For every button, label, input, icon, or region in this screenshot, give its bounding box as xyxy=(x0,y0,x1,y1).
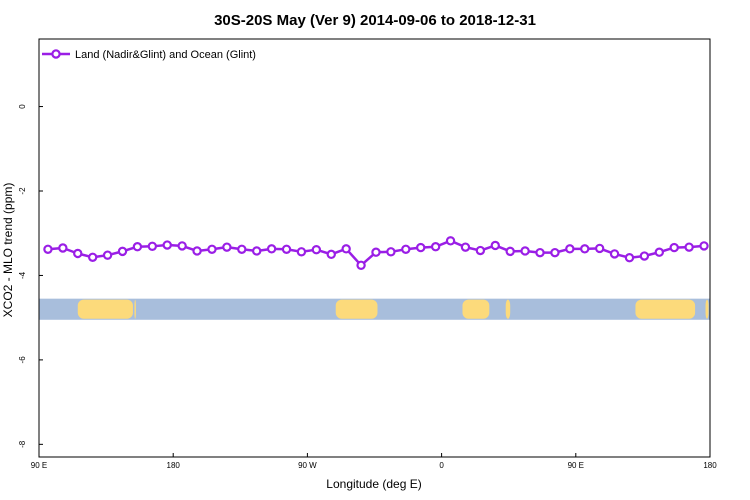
data-point xyxy=(609,249,620,259)
x-tick-label: 90 E xyxy=(31,461,47,470)
data-point xyxy=(266,244,277,254)
series-layer xyxy=(43,236,709,271)
data-point xyxy=(207,244,217,254)
data-point xyxy=(147,241,158,252)
y-tick-label: -6 xyxy=(18,356,27,364)
data-point xyxy=(669,242,679,253)
data-point xyxy=(252,246,262,256)
data-point xyxy=(580,244,590,254)
land-patch xyxy=(462,299,490,319)
data-point xyxy=(296,247,307,257)
data-point xyxy=(73,248,83,259)
land-patch xyxy=(134,299,136,319)
x-tick-label: 90 W xyxy=(298,461,317,470)
data-point xyxy=(326,249,336,260)
axis-ticks: 90 E 180 90 W 0 90 E 180 0 -2 -4 -6 -8 xyxy=(18,104,717,470)
data-point xyxy=(535,247,545,258)
data-point xyxy=(594,243,605,254)
data-point xyxy=(684,242,694,252)
data-point xyxy=(520,246,530,256)
data-point xyxy=(177,241,187,251)
data-point xyxy=(162,240,172,250)
data-point xyxy=(430,242,441,252)
data-point xyxy=(654,247,665,257)
x-tick-label: 90 E xyxy=(568,461,584,470)
plot-frame xyxy=(38,38,711,458)
data-point xyxy=(565,244,575,254)
legend-marker xyxy=(51,49,61,59)
legend: Land (Nadir&Glint) and Ocean (Glint) xyxy=(42,49,256,61)
data-point xyxy=(192,246,202,256)
data-point xyxy=(237,244,247,254)
data-point xyxy=(550,247,560,258)
y-axis-label: XCO2 - MLO trend (ppm) xyxy=(1,183,15,318)
data-point xyxy=(445,236,456,246)
land-ocean-strip xyxy=(39,298,710,320)
x-axis-label: Longitude (deg E) xyxy=(326,477,421,491)
data-point xyxy=(43,244,53,254)
data-point xyxy=(401,244,411,254)
land-patch xyxy=(705,299,709,319)
data-point xyxy=(102,250,113,260)
data-point xyxy=(222,242,232,252)
land-patch xyxy=(505,299,511,319)
y-tick-label: -4 xyxy=(18,271,27,279)
chart-title: 30S-20S May (Ver 9) 2014-09-06 to 2018-1… xyxy=(214,12,536,29)
data-point xyxy=(475,245,486,256)
x-tick-label: 180 xyxy=(703,461,717,470)
data-point xyxy=(356,260,366,271)
data-point xyxy=(117,246,128,257)
legend-label: Land (Nadir&Glint) and Ocean (Glint) xyxy=(75,49,256,61)
data-point xyxy=(416,242,426,253)
data-point xyxy=(699,241,709,251)
data-point xyxy=(281,244,292,254)
y-tick-label: -2 xyxy=(18,187,27,195)
land-patch xyxy=(77,299,133,319)
data-point xyxy=(58,243,68,253)
land-patch xyxy=(635,299,696,319)
x-tick-label: 0 xyxy=(439,461,444,470)
x-tick-label: 180 xyxy=(167,461,181,470)
data-point xyxy=(460,242,471,252)
land-patch xyxy=(335,299,378,319)
y-tick-label: -8 xyxy=(18,440,27,448)
data-point xyxy=(371,247,381,257)
data-point xyxy=(341,244,351,254)
data-point xyxy=(624,253,635,263)
data-point xyxy=(87,252,98,262)
data-point xyxy=(386,247,396,257)
data-point xyxy=(132,242,143,252)
data-point xyxy=(505,246,515,257)
data-point xyxy=(639,251,650,261)
y-tick-label: 0 xyxy=(18,104,27,109)
data-point xyxy=(311,244,322,255)
data-point xyxy=(490,240,500,251)
